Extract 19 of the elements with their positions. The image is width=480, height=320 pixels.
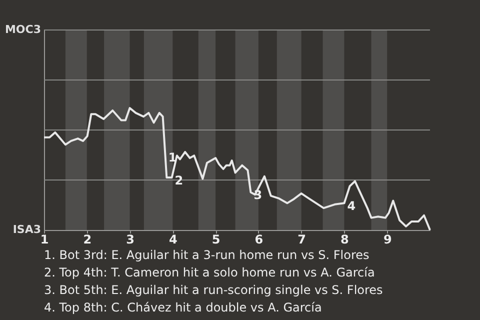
x-tick-label: 5 [212,232,220,246]
text: MOC3 [4,23,41,36]
text: 1. Bot 3rd: E. Aguilar hit a 3-run home run vs S. Flores [44,248,370,262]
x-tick-label: 7 [298,232,306,246]
x-tick-label: 9 [383,232,392,246]
text: 2. Top 4th: T. Cameron hit a solo home run vs A. García [44,266,375,280]
text: 3. Bot 5th: E. Aguilar hit a run-scoring single vs S. Flores [44,283,383,297]
x-tick-label: 3 [126,232,134,246]
x-tick-label: 2 [83,232,92,246]
text: 4. Top 8th: C. Chávez hit a double vs A. García [44,300,322,314]
x-tick-label: 8 [340,232,349,246]
annotation: 4 [347,199,356,214]
x-tick-label: 1 [40,232,49,246]
x-tick-label: 4 [168,232,178,246]
annotation: 2 [174,174,184,188]
annotation: 1 [168,150,177,164]
annotation: 3 [254,188,262,202]
x-tick-label: 6 [254,232,264,246]
text: ISA3 [12,223,41,236]
